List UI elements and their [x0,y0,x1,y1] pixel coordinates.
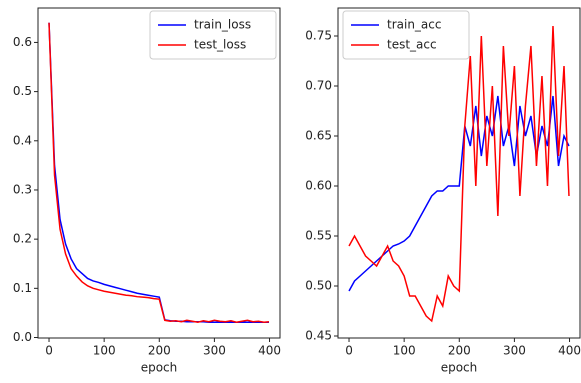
legend-label: test_loss [194,38,246,52]
x-tick-label: 200 [448,344,471,358]
y-tick-label: 0.5 [13,84,32,98]
series-line [48,22,269,324]
series-line [48,22,270,324]
y-tick-label: 0.75 [305,29,332,43]
x-tick-label: 0 [345,344,353,358]
legend-label: test_acc [387,38,437,52]
axes-frame [337,7,581,339]
legend-label: train_loss [194,18,251,32]
y-tick-label: 0.4 [13,133,32,147]
y-tick-label: 0.3 [13,182,32,196]
x-tick-label: 100 [93,344,116,358]
plot-area [38,8,280,338]
axes-frame [37,7,281,339]
x-axis-label: epoch [141,361,178,375]
x-tick-label: 300 [203,344,226,358]
x-axis-label: epoch [441,361,478,375]
y-tick-label: 0.55 [305,229,332,243]
x-tick-label: 300 [503,344,526,358]
x-tick-label: 200 [148,344,171,358]
series-line [348,25,570,323]
x-tick-label: 100 [393,344,416,358]
y-tick-label: 0.60 [305,179,332,193]
legend-label: train_acc [387,18,441,32]
legend-box [149,10,277,60]
y-tick-label: 0.1 [13,281,32,295]
y-tick-label: 0.70 [305,79,332,93]
y-tick-label: 0.50 [305,279,332,293]
y-tick-label: 0.45 [305,329,332,343]
y-tick-label: 0.0 [13,330,32,344]
x-tick-label: 400 [558,344,581,358]
y-tick-label: 0.2 [13,232,32,246]
series-line [348,95,570,292]
legend-box [342,10,470,60]
y-tick-label: 0.65 [305,129,332,143]
y-tick-label: 0.6 [13,35,32,49]
x-tick-label: 400 [258,344,281,358]
x-tick-label: 0 [45,344,53,358]
